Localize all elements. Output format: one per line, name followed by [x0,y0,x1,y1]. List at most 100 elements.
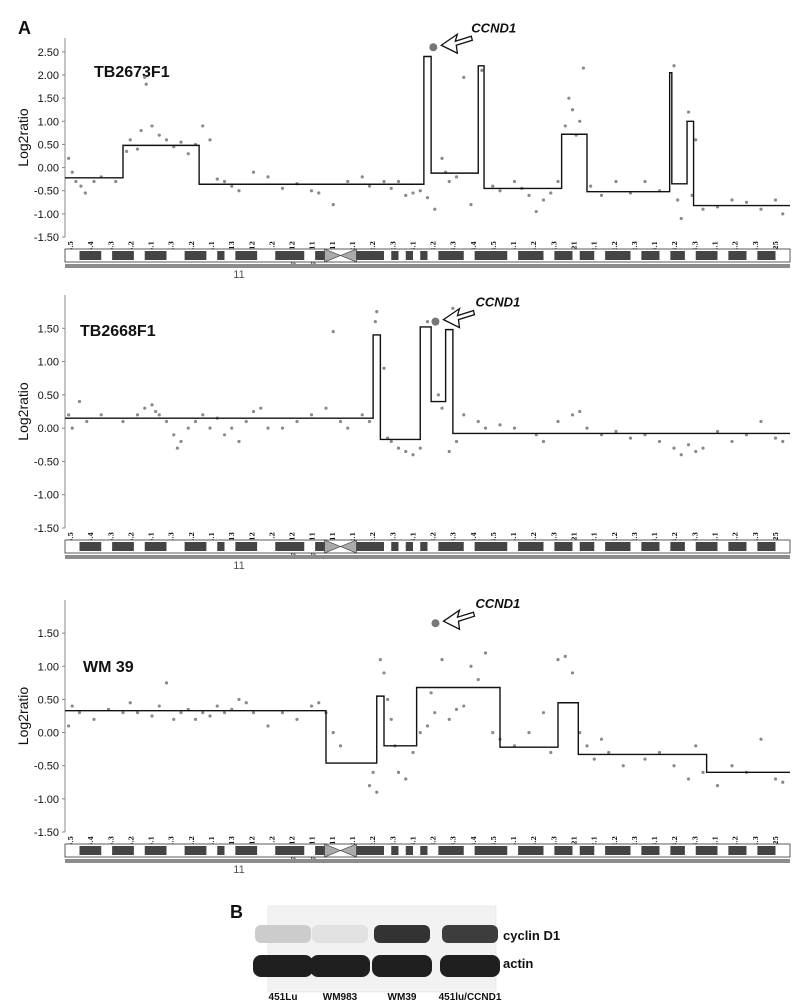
data-point [266,426,270,430]
data-point [215,704,219,708]
band-label: q21 [571,241,579,254]
y-tick-label: -1.00 [34,490,59,502]
ccnd1-point [431,317,440,326]
data-point [371,770,375,774]
data-point [773,436,778,440]
data-point [382,366,386,370]
chromosome-band [351,251,384,260]
data-point [135,711,140,715]
data-point [360,413,364,417]
y-tick-label: 1.00 [38,357,59,369]
data-point [462,75,466,79]
data-point [266,724,270,728]
western-blot-panel: B cyclin D1 actin 451Lu WM983 WM39 451lu… [230,902,560,1003]
data-point [331,330,335,334]
data-point [512,426,517,430]
y-axis-label: Log2ratio [15,687,31,746]
cyclin-d1-band [442,925,498,943]
lane-label-451lu: 451Lu [269,992,298,1003]
data-point [462,413,466,417]
data-point [715,429,720,434]
data-point [280,426,285,430]
data-point [585,426,589,430]
chromosome-band [605,846,631,855]
band-label: p12 [248,836,256,849]
chromosome-band [235,542,258,551]
data-point [83,191,87,195]
data-point [429,691,433,695]
data-point [121,419,125,424]
data-point [295,419,299,424]
chromosome-band [438,251,464,260]
data-point [114,179,118,184]
data-point [389,186,393,191]
data-point [251,409,256,414]
chromosome-band [728,542,747,551]
data-point [433,711,437,715]
y-tick-label: 1.50 [38,93,59,105]
centromere [339,843,357,858]
chromosome-band [474,251,508,260]
chromosome-band [315,251,326,260]
actin-band [440,955,500,977]
chromosome-band [579,542,595,551]
chromosome-band [405,542,413,551]
data-point [570,108,575,112]
data-point [701,770,705,774]
data-point [694,744,698,748]
data-point [730,198,734,202]
chromosome-label: 11 [233,560,244,572]
data-point [744,200,749,204]
data-point [462,704,466,708]
cyclin-d1-band [312,925,368,943]
data-point [386,697,390,702]
segment-line [65,55,790,207]
data-point [614,429,618,434]
data-point [549,750,553,755]
data-point [280,186,285,191]
data-point [208,138,212,142]
y-tick-label: 0.00 [38,423,59,435]
data-point [222,433,227,437]
chromosome-band [728,251,747,260]
data-point [773,777,778,781]
data-point [135,147,140,151]
chromosome-band [695,542,718,551]
data-point [454,439,459,444]
data-point [527,730,531,735]
panel-letter-a: A [18,18,31,38]
data-point [436,393,440,397]
chromosome-band [144,251,167,260]
data-point [469,664,473,668]
chromosome-band [474,542,508,551]
data-point [172,433,176,437]
chromosome-band [184,251,207,260]
data-point [92,179,96,184]
chromosome-band [554,542,573,551]
y-tick-label: 2.50 [38,47,59,59]
data-point [208,714,212,718]
sample-label: TB2673F1 [94,64,170,81]
sample-label: TB2668F1 [80,323,156,340]
lane-label-wm39: WM39 [388,992,417,1003]
band-label: p12 [248,532,256,545]
data-point [215,177,219,181]
chromosome-band [275,846,305,855]
data-point [512,179,517,184]
chromosome-band [670,542,685,551]
data-point [527,193,531,197]
data-point [367,419,372,424]
data-point [79,184,83,188]
chromosome-band [217,542,225,551]
data-point [483,651,488,655]
data-point [201,711,205,715]
data-point [657,750,662,755]
data-point [672,446,676,450]
data-point [309,189,314,193]
data-point [375,790,379,794]
band-label: q25 [772,836,780,849]
data-point [679,453,683,457]
chromosome-band [391,542,399,551]
chromosome-band [605,251,631,260]
chromosome-band [112,846,134,855]
